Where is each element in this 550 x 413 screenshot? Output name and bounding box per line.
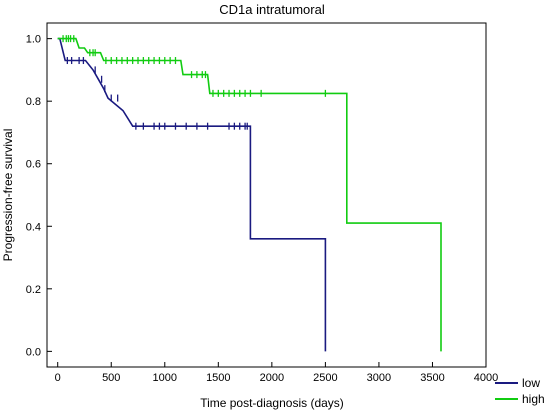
chart-title: CD1a intratumoral [219, 2, 325, 17]
x-tick-label: 500 [102, 372, 120, 384]
legend-label-high: high [522, 392, 545, 406]
x-tick-label: 3500 [420, 372, 444, 384]
x-tick-label: 0 [55, 372, 61, 384]
x-tick-label: 2500 [313, 372, 337, 384]
y-tick-label: 0.4 [26, 221, 41, 233]
y-tick-label: 0.2 [26, 284, 41, 296]
series-layer [57, 35, 442, 352]
y-axis: 0.0 0.2 0.4 0.6 0.8 1.0 [26, 34, 52, 358]
x-tick-label: 1000 [153, 372, 177, 384]
y-tick-label: 0.0 [26, 346, 41, 358]
y-axis-label: Progression-free survival [1, 129, 15, 262]
x-tick-label: 3000 [367, 372, 391, 384]
x-axis: 0 500 1000 1500 2000 2500 3000 3500 4000 [55, 362, 498, 384]
plot-frame [46, 22, 487, 368]
y-tick-label: 0.8 [26, 96, 41, 108]
series-line-low [57, 37, 327, 352]
y-tick-label: 0.6 [26, 159, 41, 171]
y-tick-label: 1.0 [26, 34, 41, 46]
x-tick-label: 4000 [474, 372, 498, 384]
legend: low high [495, 376, 545, 406]
series-line-high [57, 37, 442, 352]
x-tick-label: 1500 [206, 372, 230, 384]
x-tick-label: 2000 [260, 372, 284, 384]
legend-label-low: low [522, 376, 540, 390]
x-axis-label: Time post-diagnosis (days) [200, 396, 344, 410]
